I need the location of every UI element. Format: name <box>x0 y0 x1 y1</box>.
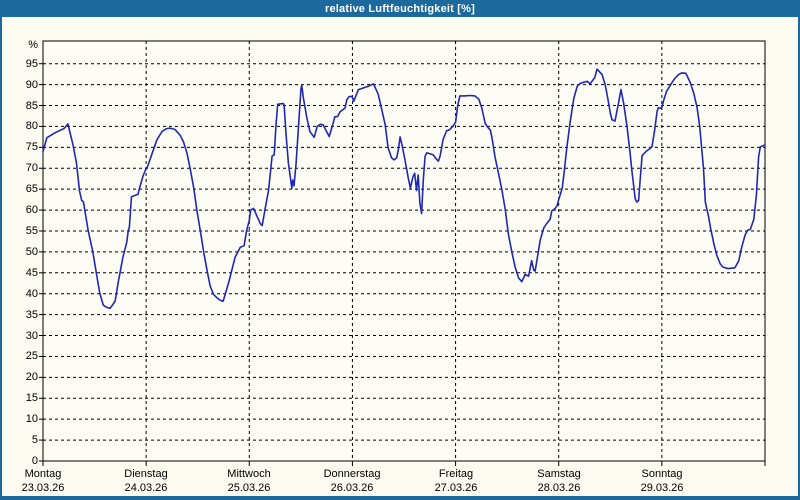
date-label: 28.03.26 <box>537 482 581 494</box>
y-tick-label: 75 <box>25 141 38 153</box>
date-label: 25.03.26 <box>227 482 271 494</box>
day-label: Samstag <box>537 468 581 480</box>
y-tick-label: 50 <box>25 246 38 258</box>
date-label: 29.03.26 <box>640 482 684 494</box>
y-tick-label: 20 <box>25 371 38 383</box>
y-tick-label: 65 <box>25 183 38 195</box>
day-label: Dienstag <box>124 468 168 480</box>
day-label: Mittwoch <box>227 468 271 480</box>
day-label: Montag <box>24 468 62 480</box>
y-tick-label: 0 <box>31 455 38 467</box>
plot-frame <box>42 40 766 462</box>
day-label: Donnerstag <box>323 468 381 480</box>
y-tick-label: 90 <box>25 79 38 91</box>
y-tick-label: 15 <box>25 392 38 404</box>
date-label: 26.03.26 <box>330 482 374 494</box>
y-tick-label: 70 <box>25 162 38 174</box>
y-tick-label: 85 <box>25 100 38 112</box>
y-tick-label: 30 <box>25 330 38 342</box>
y-tick-label: 80 <box>25 120 38 132</box>
y-tick-label: 35 <box>25 309 38 321</box>
y-tick-label: 95 <box>25 58 38 70</box>
date-label: 23.03.26 <box>21 482 65 494</box>
chart-title: relative Luftfeuchtigkeit [%] <box>324 2 476 15</box>
day-label: Sonntag <box>641 468 683 480</box>
y-tick-label: 55 <box>25 225 38 237</box>
y-tick-label: 45 <box>25 267 38 279</box>
y-tick-label: 40 <box>25 288 38 300</box>
humidity-line-series <box>42 68 766 310</box>
y-tick-label: 5 <box>31 434 38 446</box>
date-label: 27.03.26 <box>434 482 478 494</box>
y-tick-label: 10 <box>25 413 38 425</box>
date-label: 24.03.26 <box>124 482 168 494</box>
y-tick-label: 25 <box>25 350 38 362</box>
day-label: Freitag <box>438 468 474 480</box>
title-bar: relative Luftfeuchtigkeit [%] <box>2 0 798 17</box>
y-tick-label: 60 <box>25 204 38 216</box>
y-axis-unit-label: % <box>28 39 38 51</box>
